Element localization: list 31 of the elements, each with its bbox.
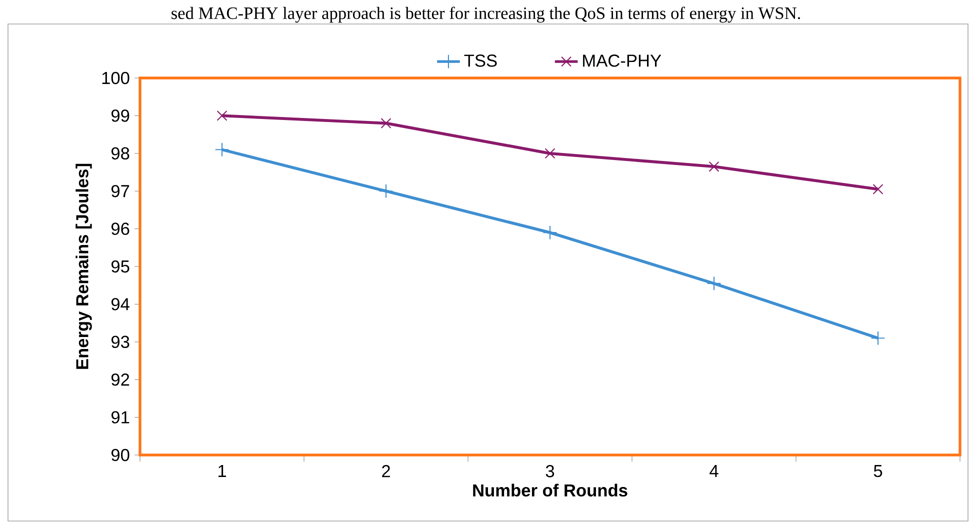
point [216, 110, 228, 121]
point [708, 161, 720, 172]
point [542, 225, 558, 240]
y-tick-label: 93 [111, 336, 130, 348]
point [214, 142, 230, 157]
y-tick-label: 98 [111, 147, 130, 160]
text: sed MAC-PHY layer approach is better for increasing the QoS in terms of energy in WSN. [172, 6, 800, 23]
point [380, 118, 392, 128]
x-tick-label: 3 [546, 465, 554, 478]
legend-label: TSS [464, 54, 497, 67]
point [706, 276, 722, 291]
y-tick-label: 94 [111, 298, 130, 310]
x-tick-label: 4 [710, 465, 718, 477]
x-tick-label: 2 [382, 465, 390, 478]
y-tick-label: 91 [111, 411, 130, 424]
point [544, 148, 556, 159]
y-tick-label: 96 [111, 222, 130, 235]
x-tick-label: 1 [218, 465, 226, 477]
y-tick-label: 99 [111, 110, 130, 122]
point [872, 184, 884, 194]
y-tick-label: 100 [102, 72, 130, 84]
legend-label: MAC-PHY [583, 54, 662, 67]
y-axis-title: Energy Remains [Joules] [76, 164, 92, 369]
point [870, 330, 886, 346]
point [378, 184, 394, 198]
x-axis-title: Number of Rounds [473, 484, 628, 497]
y-tick-label: 95 [111, 260, 130, 273]
y-tick-label: 97 [111, 184, 130, 198]
y-tick-label: 92 [111, 373, 130, 386]
y-tick-label: 90 [111, 448, 130, 462]
x-tick-label: 5 [874, 465, 882, 478]
